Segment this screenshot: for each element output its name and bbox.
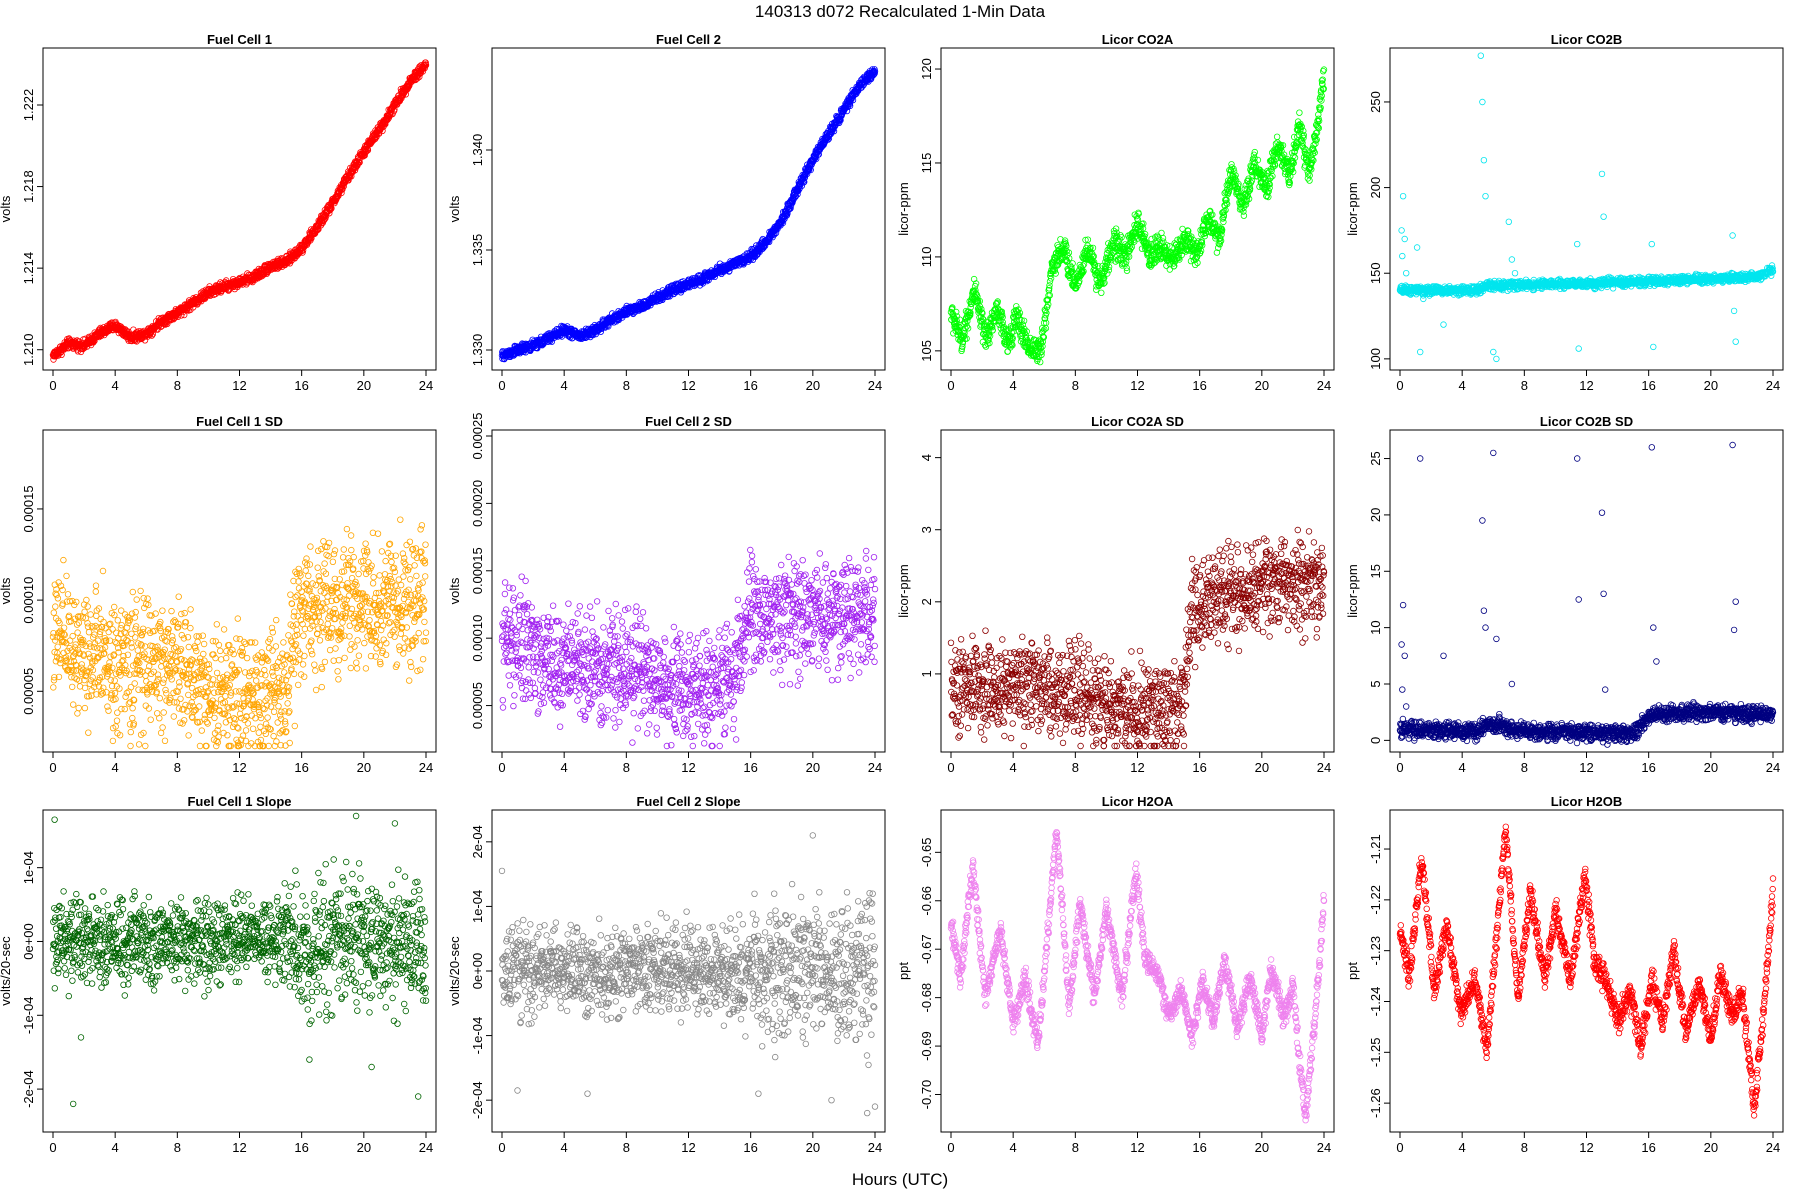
plot-title: Fuel Cell 2 [656, 32, 721, 47]
x-tick-label: 16 [294, 378, 308, 393]
x-tick-label: 0 [49, 378, 56, 393]
y-tick-label: 105 [919, 340, 934, 362]
x-tick-label: 4 [1010, 378, 1017, 393]
x-tick-label: 20 [357, 378, 371, 393]
data-point [50, 356, 57, 363]
x-tick-label: 12 [681, 378, 695, 393]
data-points [498, 66, 879, 363]
panel-0: Fuel Cell 1 volts 0 4 8 12 16 20 24 1.210 1.214 1.2… [0, 32, 437, 393]
x-tick-label: 20 [806, 378, 820, 393]
y-axis-label: volts [0, 195, 13, 222]
x-tick-label: 8 [174, 378, 181, 393]
y-tick-label: 1.330 [470, 334, 485, 367]
plot-frame [42, 47, 437, 371]
y-tick-label: 1.340 [470, 134, 485, 167]
y-tick-label: 1.210 [21, 333, 36, 366]
x-tick-label: 16 [1192, 378, 1206, 393]
x-tick-label: 0 [498, 378, 505, 393]
x-tick-label: 24 [1317, 378, 1331, 393]
y-tick-label: 120 [919, 58, 934, 80]
data-points [49, 59, 430, 363]
data-point [1220, 218, 1227, 226]
y-tick-label: 1.214 [21, 252, 36, 285]
x-tick-label: 24 [868, 378, 882, 393]
data-point [1158, 229, 1165, 237]
y-axis-label: licor-ppm [896, 182, 911, 235]
x-tick-label: 16 [743, 378, 757, 393]
x-tick-label: 0 [947, 378, 954, 393]
y-tick-label: 1.218 [21, 170, 36, 203]
y-tick-label: 1.222 [21, 89, 36, 122]
y-axis-label: licor-ppm [1345, 182, 1360, 235]
data-point [1273, 133, 1281, 140]
data-points [1396, 52, 1777, 363]
data-point [1296, 109, 1303, 116]
x-tick-label: 4 [561, 378, 568, 393]
plot-title: Licor CO2B [1551, 32, 1623, 47]
x-tick-label: 12 [1130, 378, 1144, 393]
data-point [1240, 212, 1248, 219]
y-tick-label: 110 [919, 247, 934, 268]
plot-title: Fuel Cell 1 [207, 32, 272, 47]
panel-1: Fuel Cell 2 volts 0 4 8 12 16 20 24 1.330 1.335 1.3… [447, 32, 886, 393]
y-axis-label: volts [447, 195, 462, 222]
plot-frame [491, 47, 886, 371]
plot-title: Licor CO2A [1102, 32, 1174, 47]
x-tick-label: 8 [1072, 378, 1079, 393]
y-tick-label: 1.335 [470, 234, 485, 267]
panel-2: Licor CO2A licor-ppm 0 4 8 12 16 20 24 105 110 115 1… [896, 32, 1335, 393]
data-point [1098, 289, 1105, 296]
x-tick-label: 20 [1255, 378, 1269, 393]
x-tick-label: 8 [623, 378, 630, 393]
x-tick-label: 24 [419, 378, 433, 393]
y-tick-label: 115 [919, 153, 934, 174]
x-tick-label: 4 [112, 378, 119, 393]
x-tick-label: 12 [232, 378, 246, 393]
page-title: 140313 d072 Recalculated 1-Min Data [754, 2, 1046, 21]
data-points [947, 66, 1328, 366]
data-point [1004, 348, 1011, 355]
